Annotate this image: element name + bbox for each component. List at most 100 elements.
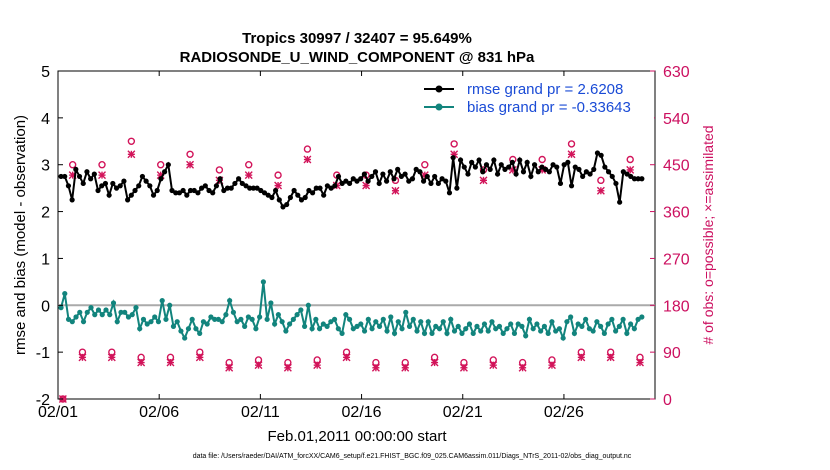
bias-point (245, 314, 251, 320)
bias-point (358, 321, 364, 327)
rmse-point (125, 197, 131, 203)
rmse-point (239, 180, 245, 187)
plot-area (57, 70, 656, 403)
bias-point (541, 323, 548, 329)
bias-point (219, 319, 225, 325)
rmse-point (591, 166, 597, 172)
rmse-point (243, 183, 249, 189)
assimilated-obs-point (98, 171, 107, 180)
rmse-point (631, 176, 638, 182)
y-tick-label: 1 (41, 251, 50, 268)
bias-point (230, 309, 237, 315)
possible-obs-point (157, 161, 165, 169)
bias-point (436, 326, 443, 332)
rmse-point (498, 162, 504, 168)
rmse-point (380, 171, 386, 177)
y-tick-label: -1 (36, 345, 50, 362)
rmse-point (509, 159, 515, 165)
rmse-point (469, 159, 475, 165)
possible-obs-point (626, 155, 634, 164)
rmse-point (139, 173, 146, 180)
rmse-point (265, 192, 271, 198)
bias-point (350, 326, 356, 332)
rmse-point (117, 183, 123, 189)
bias-point (133, 305, 139, 311)
right-tick-label: 90 (663, 345, 681, 362)
rmse-point (121, 178, 127, 184)
bias-point (103, 307, 109, 313)
rmse-point (565, 159, 571, 165)
rmse-point (169, 187, 175, 194)
right-tick-label: 450 (663, 158, 690, 175)
rmse-point (224, 185, 231, 191)
assimilated-obs-point (567, 150, 576, 159)
bias-point (388, 314, 394, 320)
y-tick-label: 0 (41, 298, 50, 315)
assimilated-obs-point (225, 363, 234, 372)
rmse-point (620, 169, 626, 175)
right-tick-label: 270 (663, 251, 690, 268)
assimilated-obs-point (107, 353, 116, 362)
bias-point (264, 316, 270, 322)
bias-point (470, 330, 476, 336)
bias-point (560, 335, 566, 341)
rmse-point (254, 185, 260, 191)
possible-obs-point (215, 166, 224, 174)
rmse-point (583, 169, 589, 175)
bias-point (343, 312, 349, 318)
rmse-point (106, 192, 112, 198)
assimilated-obs-point (489, 361, 498, 370)
assimilated-obs-point (244, 171, 253, 180)
possible-obs-point (186, 150, 194, 159)
rmse-point (346, 180, 353, 187)
rmse-point (372, 169, 379, 175)
bias-point (594, 319, 600, 325)
bias-point (575, 321, 581, 327)
bias-point (257, 314, 263, 320)
bias-point (159, 298, 165, 304)
bias-point (118, 309, 124, 315)
rmse-point (176, 190, 183, 196)
rmse-point (561, 162, 567, 168)
bias-point (369, 326, 375, 332)
bias-point (346, 316, 353, 322)
bias-point (433, 323, 439, 329)
bias-point (481, 321, 488, 327)
bias-point (320, 321, 326, 327)
possible-obs-point (450, 140, 458, 148)
bias-point (628, 321, 634, 327)
bias-point (189, 316, 195, 322)
assimilated-obs-point (195, 353, 204, 362)
bias-point (92, 312, 98, 318)
bias-point (114, 319, 120, 325)
rmse-point (261, 190, 268, 196)
rmse-point (554, 164, 560, 170)
bias-point (283, 328, 289, 334)
rmse-point (173, 190, 179, 196)
bias-point (170, 323, 177, 329)
rmse-point (543, 166, 549, 172)
rmse-point (406, 178, 412, 184)
rmse-point (258, 187, 264, 194)
bias-point (526, 316, 533, 322)
right-tick-label: 0 (663, 392, 672, 409)
x-tick-label: 02/21 (443, 404, 483, 421)
rmse-point (62, 173, 68, 180)
bias-point (448, 316, 454, 322)
bias-point (65, 316, 72, 322)
rmse-point (424, 173, 430, 180)
rmse-point (206, 187, 212, 194)
rmse-point (232, 180, 238, 187)
plot-frame (57, 70, 656, 400)
rmse-point (398, 173, 404, 180)
rmse-point (158, 176, 164, 182)
bias-point (414, 328, 420, 334)
bias-point (324, 323, 330, 329)
bias-point (200, 319, 207, 325)
y-tick-label: 2 (41, 205, 50, 222)
bias-point (88, 305, 94, 311)
rmse-point (358, 176, 364, 182)
assimilated-obs-point (78, 353, 87, 362)
rmse-point (387, 169, 393, 175)
bias-point (564, 319, 570, 325)
